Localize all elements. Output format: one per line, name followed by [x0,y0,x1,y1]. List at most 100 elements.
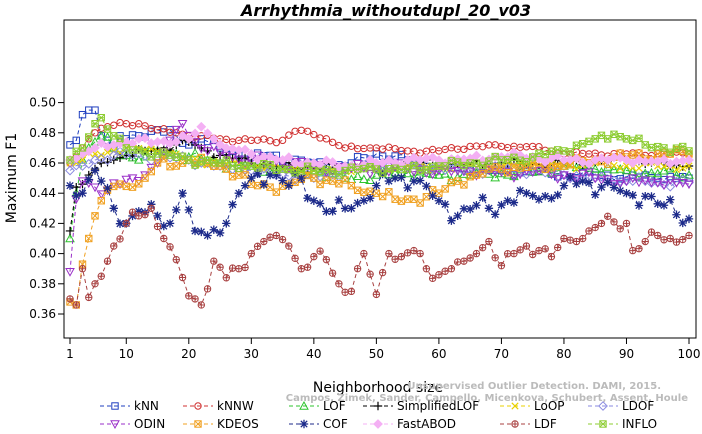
data-point [429,275,436,282]
data-point [541,165,549,173]
data-point [252,151,263,161]
data-point [365,175,375,184]
data-point [279,236,286,243]
data-point [610,161,618,170]
data-point [260,238,268,245]
data-point [548,253,555,260]
data-point [310,130,318,139]
data-point [72,191,81,200]
data-point [66,141,74,149]
data-point [646,167,657,177]
data-point [297,167,305,175]
data-point [129,208,136,216]
data-point [141,174,149,182]
data-point [352,171,363,180]
data-point [447,157,455,165]
data-point [334,195,344,205]
data-point [148,205,155,212]
data-point [615,163,626,173]
legend-label: LDF [534,417,557,431]
data-point [672,210,681,219]
data-point [110,420,120,430]
data-point [66,295,74,303]
data-point [135,180,143,188]
data-point [123,220,130,227]
data-point [65,268,75,277]
data-point [552,175,563,184]
data-point [685,232,693,239]
data-point [190,138,200,147]
legend-item-cof: COF [289,417,348,431]
data-point [391,195,399,203]
data-point [397,197,405,205]
data-point [203,231,212,240]
data-point [448,265,455,272]
data-point [434,166,444,176]
data-point [241,171,249,179]
data-point [153,159,162,167]
data-point [647,144,656,152]
data-point [265,170,275,180]
data-point [679,164,687,172]
data-point [360,250,368,257]
data-point [515,164,526,174]
data-point [215,228,225,238]
data-point [103,148,112,157]
data-point [197,158,205,166]
data-point [422,166,430,174]
data-point [171,136,182,147]
data-point [684,155,694,165]
data-point [172,162,180,170]
data-point [116,235,124,243]
data-point [185,156,193,164]
data-point [210,159,218,167]
data-point [560,147,568,155]
data-point [191,295,199,303]
data-point [266,137,274,145]
data-point [191,161,199,169]
data-point [628,190,637,200]
series-ldf [66,204,693,309]
data-point [429,162,437,171]
data-point [398,253,405,260]
data-point [665,176,676,186]
data-point [254,243,261,250]
data-point [341,176,349,184]
data-point [298,265,305,272]
y-axis-label: Maximum F1 [4,133,20,223]
data-point [310,253,318,260]
data-point [247,162,255,170]
data-point [504,169,512,177]
data-point [166,243,174,251]
data-point [127,174,138,184]
data-point [160,155,168,163]
data-point [540,192,550,201]
data-point [454,177,462,185]
data-point [385,188,393,196]
data-point [460,181,468,189]
data-point [491,153,499,161]
data-point [241,264,249,271]
data-point [65,226,75,236]
data-point [397,173,406,182]
data-point [572,165,581,173]
data-point [384,176,394,186]
data-point [454,158,462,166]
data-point [141,148,149,156]
data-point [172,205,181,215]
series-line [69,207,690,306]
data-point [491,163,499,171]
data-point [510,163,518,171]
data-point [578,176,587,186]
data-point [379,192,387,201]
data-point [441,268,449,275]
data-point [410,195,418,203]
data-point [592,224,599,231]
data-point [642,238,649,245]
x-tick-label: 90 [619,347,634,361]
data-point [503,169,512,177]
data-point [109,204,118,213]
data-point [78,110,87,119]
data-point [485,157,493,165]
